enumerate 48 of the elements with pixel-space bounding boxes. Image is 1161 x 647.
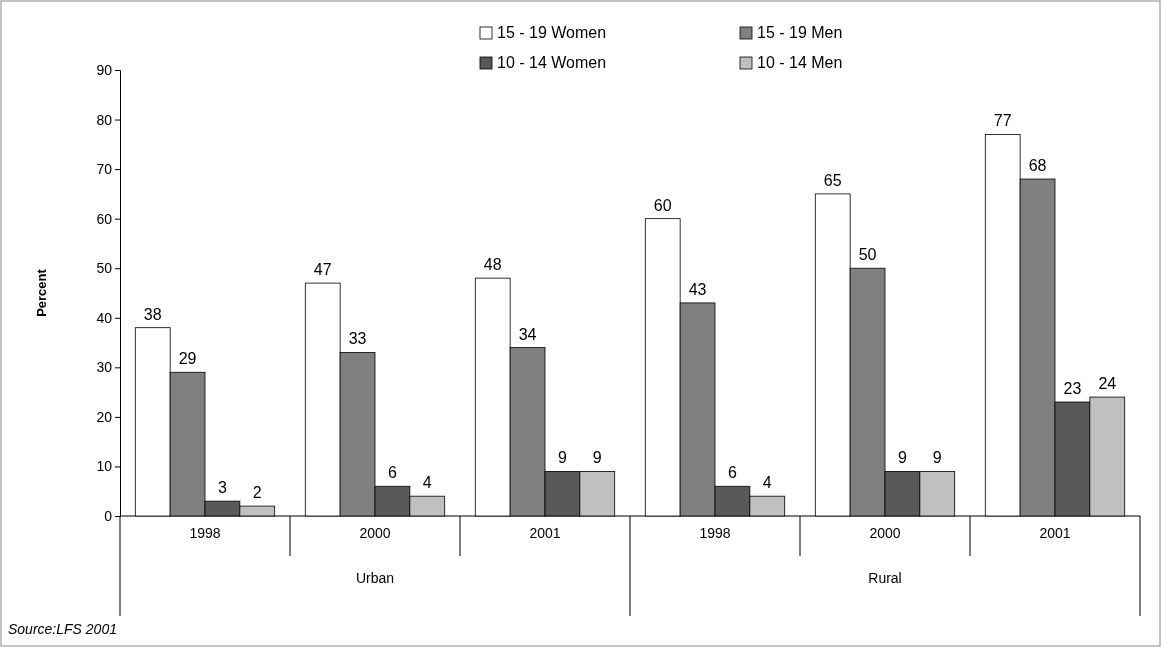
data-label: 9 bbox=[557, 449, 567, 467]
y-tick-label: 20 bbox=[96, 408, 113, 425]
x-tick-label: 2001 bbox=[1039, 525, 1071, 541]
y-axis-title: Percent bbox=[34, 268, 49, 317]
data-label: 6 bbox=[387, 464, 397, 482]
data-label: 47 bbox=[313, 261, 332, 279]
data-label: 24 bbox=[1098, 375, 1117, 393]
data-label: 77 bbox=[993, 112, 1012, 130]
data-label: 2 bbox=[252, 484, 262, 502]
y-tick-label: 50 bbox=[96, 260, 113, 277]
x-tick-label: 1998 bbox=[699, 525, 731, 541]
y-tick-label: 70 bbox=[96, 161, 113, 178]
data-label: 34 bbox=[518, 325, 537, 343]
data-label: 68 bbox=[1028, 157, 1047, 175]
data-label: 65 bbox=[823, 171, 842, 189]
data-label: 4 bbox=[422, 474, 432, 492]
data-label: 33 bbox=[348, 330, 367, 348]
data-label: 9 bbox=[897, 449, 907, 467]
data-label: 9 bbox=[932, 449, 942, 467]
source-note: Source:LFS 2001 bbox=[8, 621, 117, 637]
legend-label: 15 - 19 Women bbox=[497, 24, 607, 41]
y-tick-label: 10 bbox=[96, 458, 113, 475]
data-label: 9 bbox=[592, 449, 602, 467]
data-label: 60 bbox=[653, 196, 672, 214]
data-label: 50 bbox=[858, 246, 877, 264]
data-label: 4 bbox=[762, 474, 772, 492]
data-label: 6 bbox=[727, 464, 737, 482]
text: Rural bbox=[868, 570, 902, 586]
y-tick-label: 80 bbox=[96, 111, 113, 128]
x-tick-label: 2000 bbox=[869, 525, 901, 541]
x-tick-label: 2001 bbox=[529, 525, 561, 541]
x-tick-label: 2000 bbox=[359, 525, 391, 541]
data-label: 48 bbox=[483, 256, 502, 274]
y-tick-label: 30 bbox=[96, 359, 113, 376]
y-tick-label: 90 bbox=[96, 61, 113, 78]
data-label: 43 bbox=[688, 280, 707, 298]
data-label: 3 bbox=[217, 479, 227, 497]
data-label: 38 bbox=[143, 305, 162, 323]
data-label: 23 bbox=[1063, 380, 1082, 398]
y-tick-label: 60 bbox=[96, 210, 113, 227]
legend-label: 15 - 19 Men bbox=[757, 24, 843, 41]
data-label: 29 bbox=[178, 350, 197, 368]
x-tick-label: 1998 bbox=[189, 525, 221, 541]
legend-label: 10 - 14 Men bbox=[757, 54, 843, 71]
legend-label: 10 - 14 Women bbox=[497, 54, 607, 71]
y-tick-label: 40 bbox=[96, 309, 113, 326]
text: Urban bbox=[355, 570, 395, 586]
y-tick-label: 0 bbox=[104, 507, 113, 524]
